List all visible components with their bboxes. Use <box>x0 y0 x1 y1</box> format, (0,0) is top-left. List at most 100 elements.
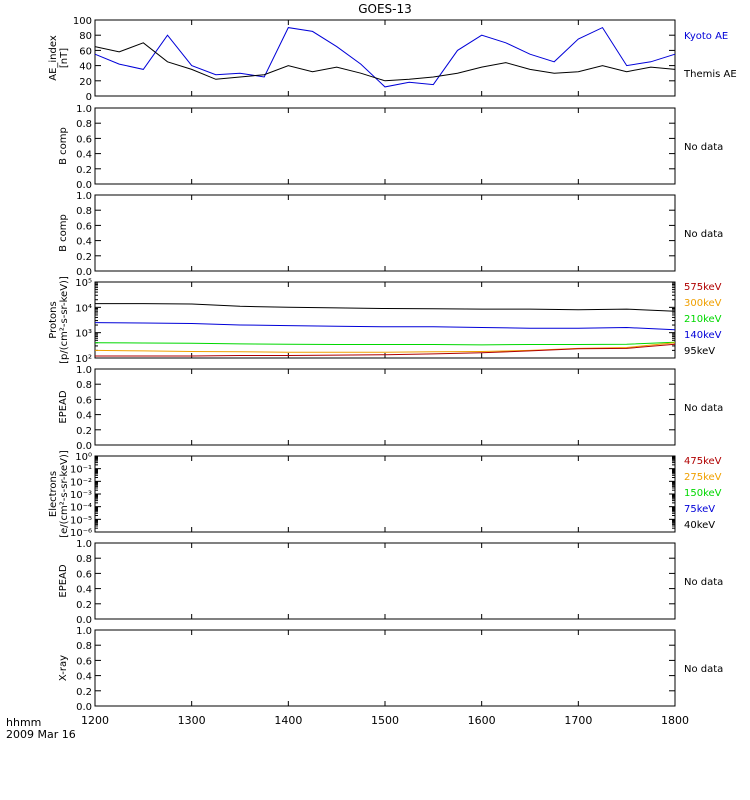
panel-frame <box>94 368 676 446</box>
panel-frame <box>94 107 676 185</box>
no-data-note: No data <box>684 403 723 414</box>
y-tick-label: 0.4 <box>76 585 92 596</box>
y-axis-label: EPEAD <box>58 564 69 598</box>
x-tick-label: 1600 <box>468 714 496 727</box>
series-line-kyoto-ae <box>94 26 676 88</box>
y-tick-label: 1.0 <box>76 104 92 115</box>
panel-frame <box>94 455 676 533</box>
y-tick-label: 0.2 <box>76 165 92 176</box>
y-tick-label: 0.6 <box>76 569 92 580</box>
y-tick-label: 10⁻⁶ <box>70 528 92 539</box>
panel-epead2: 0.0 0.2 0.4 0.6 0.8 1.0 EPEAD No data <box>58 539 723 626</box>
legend-entry: Themis AE <box>683 69 737 80</box>
y-tick-label: 10⁴ <box>75 303 92 314</box>
series-line-themis-ae <box>94 42 676 82</box>
x-tick-label: 1200 <box>81 714 109 727</box>
panel-stack: 0 20 40 60 80 100 AE_index [nT] Kyoto AE Themis A… <box>48 16 737 713</box>
plot-title: GOES-13 <box>358 2 412 16</box>
y-axis-label: [e/(cm²-s-sr-keV)] <box>59 450 70 538</box>
y-tick-label: 0.2 <box>76 687 92 698</box>
legend-entry: 40keV <box>684 520 715 531</box>
y-tick-label: 10⁻² <box>70 477 92 488</box>
y-axis-label: AE_index <box>48 35 59 81</box>
y-tick-label: 0.0 <box>76 441 92 452</box>
legend-entry: 150keV <box>684 488 722 499</box>
y-tick-label: 0.2 <box>76 252 92 263</box>
legend-entry: 300keV <box>684 298 722 309</box>
y-tick-label: 80 <box>79 31 92 42</box>
y-axis-label: B comp <box>58 127 69 165</box>
y-tick-label: 10³ <box>75 329 92 340</box>
y-tick-label: 100 <box>73 16 92 27</box>
x-tick-label: 1400 <box>274 714 302 727</box>
panel-b1: 0.0 0.2 0.4 0.6 0.8 1.0 B comp No data <box>58 104 723 191</box>
x-tick-label: 1300 <box>178 714 206 727</box>
legend-entry: 95keV <box>684 346 715 357</box>
y-tick-label: 40 <box>79 62 92 73</box>
y-tick-label: 20 <box>79 77 92 88</box>
y-tick-label: 0.4 <box>76 237 92 248</box>
legend-entry: 210keV <box>684 314 722 325</box>
series-line-140kev <box>94 322 676 331</box>
time-axis-label: hhmm <box>6 716 41 729</box>
y-axis-label: Electrons <box>48 471 59 517</box>
y-tick-label: 0.6 <box>76 221 92 232</box>
y-tick-label: 0.0 <box>76 615 92 626</box>
x-tick-label: 1800 <box>661 714 689 727</box>
y-tick-label: 0.4 <box>76 672 92 683</box>
panel-protons: 10² 10³ 10⁴ 10⁵ Protons [p/(cm²-s-sr-keV)] 575… <box>48 276 722 365</box>
y-tick-label: 0.2 <box>76 426 92 437</box>
no-data-note: No data <box>684 142 723 153</box>
series-line-575kev <box>95 343 676 357</box>
y-tick-label: 10⁻⁵ <box>70 515 92 526</box>
y-tick-label: 0.8 <box>76 554 92 565</box>
y-tick-label: 60 <box>79 46 92 57</box>
y-tick-label: 10⁻¹ <box>70 465 92 476</box>
y-tick-label: 0.4 <box>76 150 92 161</box>
x-tick-label: 1700 <box>564 714 592 727</box>
y-tick-label: 0.6 <box>76 656 92 667</box>
panel-frame <box>94 281 676 359</box>
y-tick-label: 0.8 <box>76 206 92 217</box>
legend-entry: Kyoto AE <box>684 31 728 42</box>
panel-ae: 0 20 40 60 80 100 AE_index [nT] Kyoto AE Themis A… <box>48 16 737 103</box>
y-tick-label: 1.0 <box>76 626 92 637</box>
y-tick-label: 0 <box>86 92 92 103</box>
no-data-note: No data <box>684 229 723 240</box>
panel-xray: 0.0 0.2 0.4 0.6 0.8 1.0 X-ray No data <box>58 626 723 713</box>
y-axis-label: EPEAD <box>58 390 69 424</box>
y-tick-label: 0.0 <box>76 702 92 713</box>
y-tick-label: 0.8 <box>76 119 92 130</box>
y-tick-label: 10⁻⁴ <box>70 503 92 514</box>
time-axis: 1200 1300 1400 1500 1600 1700 1800 <box>81 714 689 727</box>
y-tick-label: 0.0 <box>76 267 92 278</box>
y-tick-label: 10⁵ <box>75 278 92 289</box>
legend-entry: 575keV <box>684 282 722 293</box>
y-tick-label: 0.0 <box>76 180 92 191</box>
y-tick-label: 0.8 <box>76 380 92 391</box>
legend-entry: 275keV <box>684 472 722 483</box>
series-line-210kev <box>94 341 676 346</box>
date-label: 2009 Mar 16 <box>6 728 76 741</box>
panel-electrons: 10⁻⁶ 10⁻⁵10⁻⁴ 10⁻³ 10⁻²10⁻¹ 10⁰ Electrons [e/(… <box>48 450 722 539</box>
panel-frame <box>94 542 676 620</box>
y-tick-label: 1.0 <box>76 365 92 376</box>
panel-epead1: 0.0 0.2 0.4 0.6 0.8 1.0 EPEAD No data <box>58 365 723 452</box>
panel-frame <box>94 194 676 272</box>
y-tick-label: 1.0 <box>76 539 92 550</box>
y-axis-label: Protons <box>48 301 59 338</box>
y-tick-label: 0.8 <box>76 641 92 652</box>
series-line-95kev <box>95 303 676 312</box>
y-tick-label: 0.4 <box>76 411 92 422</box>
y-tick-label: 0.6 <box>76 134 92 145</box>
panel-frame <box>94 629 676 707</box>
y-tick-label: 10⁻³ <box>70 490 92 501</box>
y-axis-label: X-ray <box>58 655 69 681</box>
x-tick-label: 1500 <box>371 714 399 727</box>
y-tick-label: 10⁰ <box>75 452 92 463</box>
legend-entry: 140keV <box>684 330 722 341</box>
no-data-note: No data <box>684 664 723 675</box>
y-tick-label: 10² <box>75 354 92 365</box>
y-tick-label: 0.2 <box>76 600 92 611</box>
